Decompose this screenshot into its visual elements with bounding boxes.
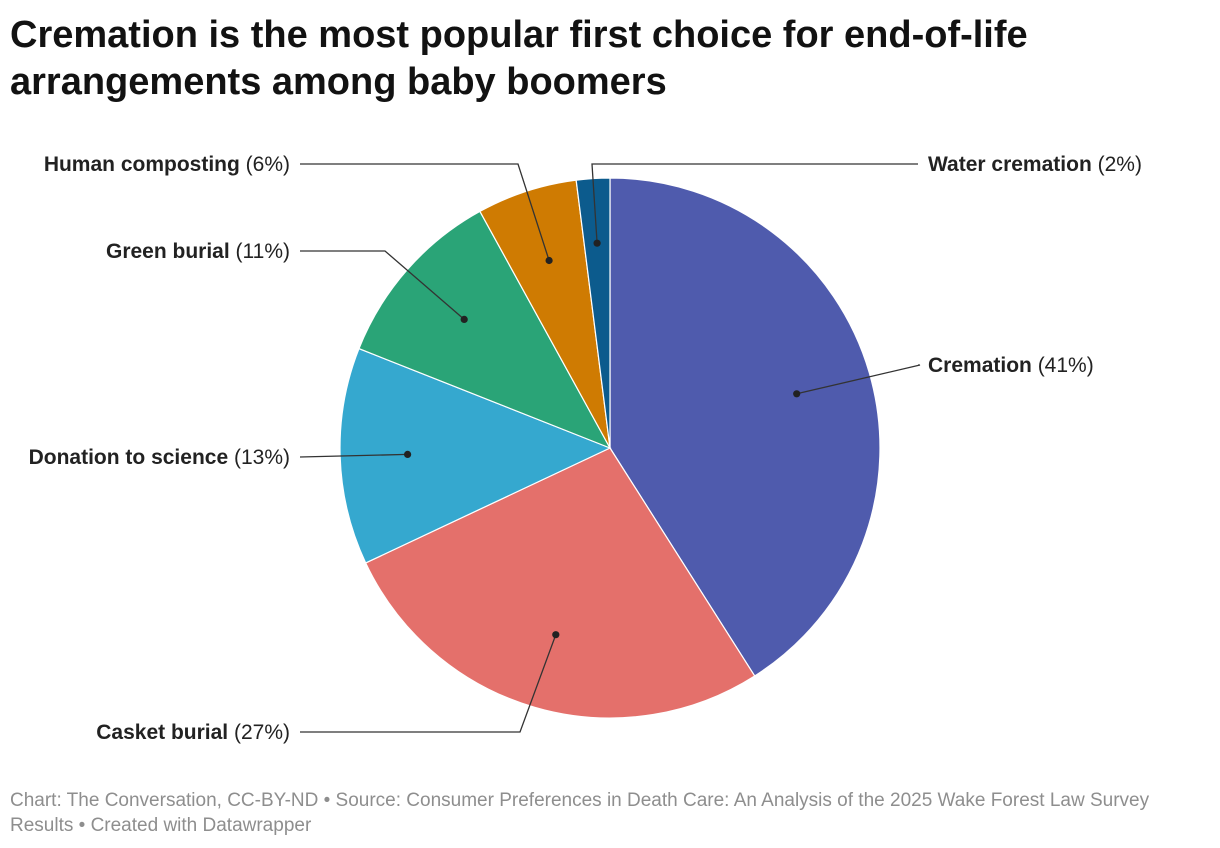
slice-value: (6%) — [246, 153, 290, 176]
leader-dot-donation-to-science — [404, 450, 412, 458]
leader-dot-cremation — [793, 390, 801, 398]
slice-value: (27%) — [234, 721, 290, 744]
slice-value: (41%) — [1038, 354, 1094, 377]
leader-line-green-burial — [300, 250, 465, 320]
slice-label-casket-burial: Casket burial (27%) — [96, 721, 290, 744]
leader-dot-human-composting — [545, 256, 553, 265]
slice-value: (2%) — [1098, 153, 1142, 176]
leader-line-donation-to-science — [299, 453, 408, 458]
leader-dot-water-cremation — [593, 239, 601, 247]
slice-category: Human composting — [44, 153, 246, 176]
leader-lines — [299, 163, 921, 733]
leader-line-cremation — [796, 364, 921, 395]
chart-footer: Chart: The Conversation, CC-BY-ND • Sour… — [10, 790, 1150, 836]
leader-dot-casket-burial — [552, 631, 560, 639]
leader-line-casket-burial — [300, 634, 557, 733]
slice-value: (13%) — [234, 446, 290, 469]
slice-label-cremation: Cremation (41%) — [928, 354, 1094, 377]
slice-category: Green burial — [106, 240, 236, 263]
pie-slice-casket-burial — [364, 447, 756, 719]
slice-category: Casket burial — [96, 721, 234, 744]
slice-category: Water cremation — [928, 153, 1098, 176]
slice-label-water-cremation: Water cremation (2%) — [928, 153, 1142, 176]
slice-category: Cremation — [928, 354, 1038, 377]
slice-label-green-burial: Green burial (11%) — [106, 240, 290, 263]
leader-dot-green-burial — [460, 315, 468, 323]
slice-labels: Cremation (41%) Casket burial (27%) Donati… — [29, 153, 1142, 744]
leader-line-human-composting — [300, 163, 550, 261]
slice-category: Donation to science — [29, 446, 234, 469]
chart-title: Cremation is the most popular first choi… — [10, 14, 1028, 103]
pie-slice-cremation — [609, 177, 881, 677]
slice-label-donation-to-science: Donation to science (13%) — [29, 446, 290, 469]
leader-line-water-cremation — [591, 163, 918, 244]
slice-label-human-composting: Human composting (6%) — [44, 153, 290, 176]
slice-value: (11%) — [236, 240, 290, 263]
pie-slices — [339, 177, 881, 719]
pie-slice-green-burial — [358, 210, 612, 450]
